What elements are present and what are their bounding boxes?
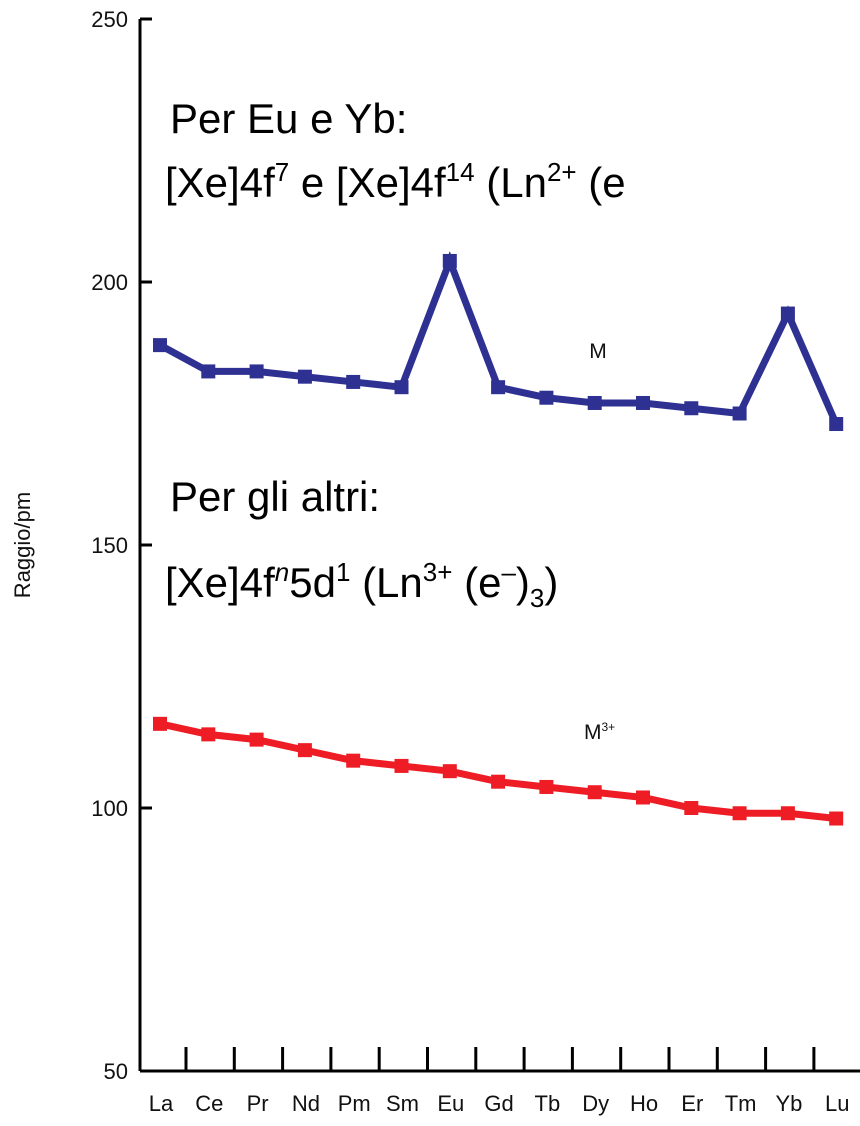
data-point-pm (346, 753, 361, 768)
labels-layer: 50 100 150 200 250 Raggio/pm La Ce Pr Nd Pm Sm Eu Gd T… (10, 7, 849, 1116)
x-tick-label-ce: Ce (195, 1091, 223, 1116)
others-config-part5: ) (515, 559, 530, 606)
data-point-lu (829, 417, 844, 432)
others-config-sup4: – (501, 557, 516, 587)
eu-yb-config-part1: [Xe]4f (165, 159, 275, 206)
y-tick-label: 150 (91, 533, 128, 558)
data-point-yb (780, 306, 795, 321)
others-configuration: [Xe]4fn5d1 (Ln3+ (e–)3) (165, 559, 559, 611)
data-point-ce (201, 727, 216, 742)
data-point-la (153, 716, 167, 731)
y-tick-label: 250 (91, 7, 128, 32)
series-label-m3plus: M3+ (584, 720, 616, 744)
data-point-er (684, 801, 699, 815)
x-tick-label-er: Er (681, 1091, 703, 1116)
others-config-part2: 5d (289, 559, 336, 606)
data-point-ho (636, 395, 650, 410)
data-point-er (684, 401, 699, 416)
axes (138, 17, 860, 1073)
others-config-sub5: 3 (529, 583, 545, 613)
others-config-part1: [Xe]4f (165, 559, 275, 606)
eu-yb-configuration: [Xe]4f7 e [Xe]4f14 (Ln2+ (e (165, 159, 626, 206)
series-line (158, 251, 840, 426)
data-point-sm (394, 758, 409, 773)
x-tick-label-nd: Nd (292, 1091, 320, 1116)
others-config-sup1: 1 (335, 557, 351, 587)
data-point-ho (636, 790, 650, 805)
x-tick-label-pm: Pm (338, 1091, 371, 1116)
series-m (153, 251, 844, 432)
others-title: Per gli altri: (170, 473, 381, 520)
x-tick-label-sm: Sm (386, 1091, 419, 1116)
data-point-lu (829, 811, 844, 826)
eu-yb-title: Per Eu e Yb: (170, 95, 408, 142)
others-config-part4: (e (452, 559, 502, 606)
y-tick-label: 200 (91, 270, 128, 295)
y-tick-label: 50 (104, 1059, 128, 1084)
series-label-m3plus-base: M (584, 721, 602, 744)
data-point-eu (442, 253, 457, 268)
x-tick-label-la: La (149, 1091, 174, 1116)
data-point-sm (394, 380, 409, 395)
data-point-pm (346, 374, 361, 389)
data-point-pr (249, 364, 264, 379)
eu-yb-config-part3: (Ln (474, 159, 547, 206)
data-point-dy (587, 785, 602, 800)
x-tick-label-ho: Ho (630, 1091, 658, 1116)
data-point-la (153, 338, 167, 353)
x-tick-label-lu: Lu (825, 1091, 849, 1116)
y-tick-label: 100 (91, 796, 128, 821)
data-point-pr (249, 732, 264, 747)
data-point-tb (539, 390, 554, 405)
data-point-tb (539, 779, 554, 794)
data-point-gd (491, 774, 506, 789)
others-config-sup3: 3+ (422, 557, 453, 587)
data-point-nd (297, 369, 312, 384)
x-tick-label-tb: Tb (535, 1091, 561, 1116)
x-tick-label-dy: Dy (582, 1091, 609, 1116)
x-tick-label-yb: Yb (775, 1091, 802, 1116)
others-config-part3: (Ln (350, 559, 423, 606)
eu-yb-config-part4: (e (576, 159, 626, 206)
data-point-dy (587, 395, 602, 410)
eu-yb-config-sup2: 14 (445, 157, 475, 187)
x-tick-label-tm: Tm (725, 1091, 757, 1116)
y-axis-title: Raggio/pm (10, 492, 35, 598)
eu-yb-config-sup3: 2+ (546, 157, 577, 187)
series-m3plus (153, 716, 844, 826)
x-tick-label-pr: Pr (247, 1091, 269, 1116)
series-layer (153, 251, 844, 826)
series-label-m3plus-sup: 3+ (601, 720, 616, 734)
data-point-nd (297, 743, 312, 758)
data-point-tm (732, 406, 747, 421)
data-point-ce (201, 364, 216, 379)
eu-yb-config-part2: e [Xe]4f (289, 159, 446, 206)
x-tick-label-eu: Eu (437, 1091, 464, 1116)
data-point-eu (442, 764, 457, 779)
others-config-sup-n: n (274, 557, 290, 587)
eu-yb-config-sup1: 7 (274, 157, 290, 187)
data-point-tm (732, 806, 747, 821)
x-tick-label-gd: Gd (484, 1091, 513, 1116)
series-label-m: M (589, 340, 607, 363)
data-point-gd (491, 380, 506, 395)
others-config-part6: ) (544, 559, 559, 606)
data-point-yb (780, 806, 795, 821)
